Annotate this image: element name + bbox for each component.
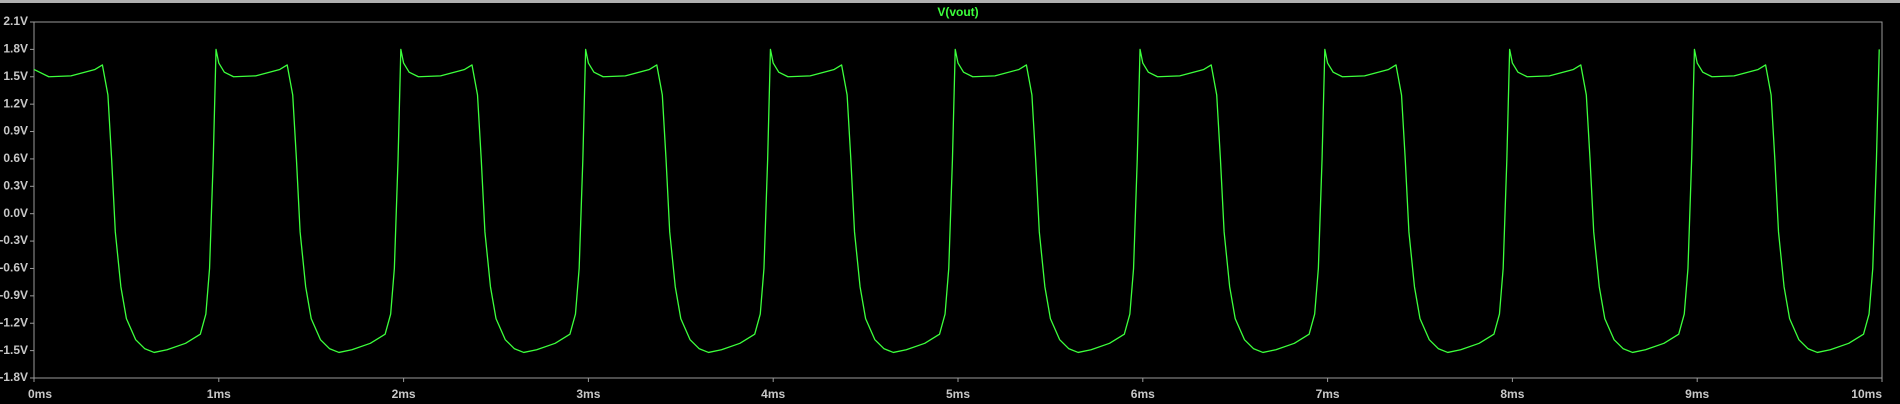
x-tick-label: 9ms [1685,387,1709,401]
y-tick-label: 1.8V [3,42,28,56]
x-tick-label: 5ms [946,387,970,401]
x-tick-label: 2ms [392,387,416,401]
x-tick-label: 3ms [576,387,600,401]
y-tick-label: 0.9V [3,124,28,138]
window-top-border [0,0,1900,3]
y-tick-label: 0.3V [3,178,28,192]
y-tick-label: 1.2V [3,96,28,110]
y-tick-label: 0.0V [3,206,28,220]
y-tick-label: -0.9V [0,288,28,302]
trace [33,48,1880,354]
x-tick-label: 1ms [207,387,231,401]
y-tick-label: -1.5V [0,343,28,357]
y-tick-label: -0.3V [0,233,28,247]
x-tick-label: 6ms [1131,387,1155,401]
x-tick-label: 7ms [1316,387,1340,401]
y-tick-label: 2.1V [3,14,28,28]
y-tick-label: -1.8V [0,370,28,384]
x-tick-label: 8ms [1500,387,1524,401]
y-tick-label: -0.6V [0,261,28,275]
x-tick-label: 4ms [761,387,785,401]
x-tick-label: 10ms [1851,387,1882,401]
y-tick-label: -1.2V [0,315,28,329]
plot-frame [33,21,1883,379]
y-tick-label: 1.5V [3,69,28,83]
legend-label: V(vout) [937,5,978,19]
y-tick-label: 0.6V [3,151,28,165]
x-tick-label: 0ms [28,387,52,401]
